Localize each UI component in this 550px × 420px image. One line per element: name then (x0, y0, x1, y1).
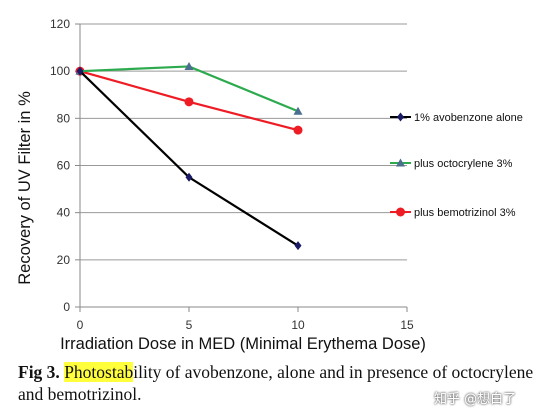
data-point (185, 172, 193, 182)
data-point (293, 106, 303, 115)
x-tick-label: 0 (77, 318, 84, 332)
caption-text: ility of avobenzone, alone and in presen… (18, 362, 534, 404)
legend-label: 1% avobenzone alone (414, 112, 523, 124)
y-tick-label: 20 (57, 253, 71, 267)
plot-series (75, 61, 303, 251)
data-point (184, 61, 194, 70)
x-tick-label: 5 (186, 318, 193, 332)
data-point (184, 97, 194, 107)
caption-label: Fig 3. (18, 362, 60, 382)
y-tick-label: 40 (57, 206, 71, 220)
grid-lines (80, 23, 407, 261)
data-point (294, 241, 302, 251)
x-tick-label: 15 (400, 318, 414, 332)
chart: 0 20 40 60 80 100 120 0 5 10 15 1% avobenzone alon… (16, 17, 523, 353)
x-tick-label: 10 (291, 318, 305, 332)
legend-label: plus octocrylene 3% (414, 158, 513, 170)
legend-marker (397, 112, 404, 122)
y-axis-title: Recovery of UV Filter in % (16, 91, 34, 285)
legend-marker (396, 207, 405, 217)
watermark: 知乎 @想白了 (434, 392, 517, 407)
data-point (76, 66, 84, 76)
y-tick-label: 80 (57, 111, 71, 125)
y-tick-label: 100 (50, 64, 70, 78)
legend: 1% avobenzone alone plus octocrylene 3% pl… (390, 112, 523, 219)
caption-highlight: Photostab (64, 362, 134, 382)
y-tick-label: 0 (63, 300, 70, 314)
data-point (293, 125, 303, 135)
y-tick-label: 120 (50, 17, 70, 31)
y-tick-label: 60 (57, 159, 71, 173)
figure-caption: Fig 3. Photostability of avobenzone, alo… (18, 361, 538, 405)
legend-marker (396, 158, 405, 167)
axes: 0 20 40 60 80 100 120 0 5 10 15 (50, 17, 414, 332)
legend-label: plus bemotrizinol 3% (414, 207, 516, 219)
x-axis-title: Irradiation Dose in MED (Minimal Erythem… (60, 335, 426, 353)
